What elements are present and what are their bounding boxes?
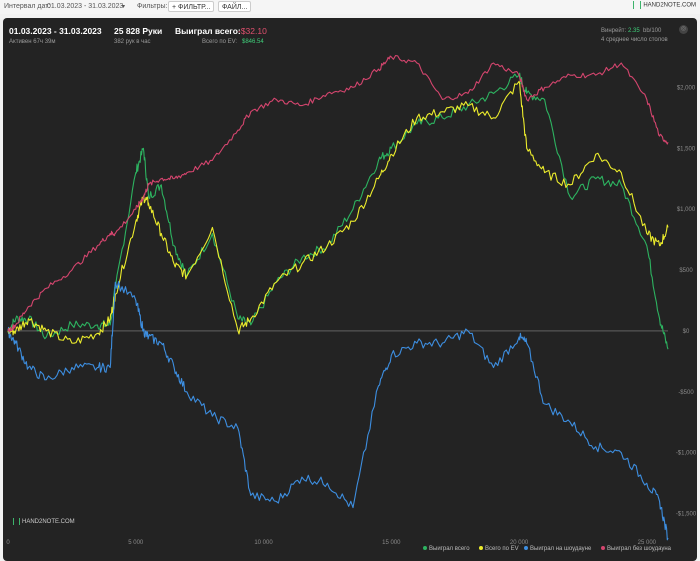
- file-button[interactable]: ФАЙЛ...: [218, 1, 252, 12]
- brand-text: HAND2NOTE.COM: [643, 2, 696, 9]
- ev-total-value: $846.54: [242, 39, 264, 45]
- legend-item-nonshowdown[interactable]: Выиграл без шоудауна: [601, 546, 671, 552]
- x-tick-label: 0: [6, 540, 10, 546]
- active-time: Активен 67ч 39м: [9, 39, 56, 45]
- watermark-logo: HAND2NOTE.COM: [13, 518, 75, 525]
- pnl-chart: $2,000 $1,500 $1,000 $500 $0 -$500 -$1,000 -$1,…: [6, 54, 697, 546]
- y-tick-label: $500: [679, 268, 693, 274]
- settings-icon[interactable]: ◎: [679, 25, 688, 34]
- won-total-value: -$32.10: [238, 26, 267, 36]
- y-tick-label: -$500: [678, 390, 694, 396]
- period-title: 01.03.2023 - 31.03.2023: [9, 26, 102, 36]
- hands-count: 25 828 Руки: [114, 26, 163, 36]
- x-tick-label: 15 000: [382, 540, 401, 546]
- y-tick-label: -$1,000: [676, 451, 697, 457]
- x-tick-label: 25 000: [638, 540, 657, 546]
- chevron-down-icon[interactable]: ▾: [122, 4, 126, 10]
- legend-label: Всего по EV: [485, 546, 519, 552]
- y-tick-label: $1,500: [677, 146, 696, 152]
- filters-label: Фильтры:: [137, 3, 168, 10]
- winrate-label: Винрейт:: [601, 28, 627, 34]
- legend-dot: [524, 546, 528, 551]
- line-non-showdown: [7, 54, 669, 333]
- x-tick-label: 20 000: [510, 540, 529, 546]
- legend-dot: [423, 546, 427, 551]
- legend-item-showdown[interactable]: Выиграл на шоудауне: [524, 546, 591, 552]
- interval-value[interactable]: 01.03.2023 - 31.03.2023: [47, 3, 124, 10]
- legend-label: Выиграл на шоудауне: [530, 546, 592, 552]
- interval-label: Интервал дат:: [4, 3, 51, 10]
- h2n-logo-icon: [633, 1, 642, 9]
- filter-button[interactable]: + ФИЛЬТР...: [168, 1, 215, 12]
- h2n-watermark-icon: [13, 518, 20, 525]
- legend-item-won[interactable]: Выиграл всего: [423, 546, 470, 552]
- x-tick-label: 5 000: [128, 540, 144, 546]
- ev-total-label: Всего по EV:: [202, 39, 238, 45]
- graph-panel: 01.03.2023 - 31.03.2023 Активен 67ч 39м …: [3, 18, 697, 561]
- plus-icon: +: [172, 4, 179, 11]
- y-tick-label: $0: [683, 329, 690, 335]
- legend-label: Выиграл без шоудауна: [607, 546, 671, 552]
- legend-item-ev[interactable]: Всего по EV: [479, 546, 519, 552]
- y-tick-label: -$1,500: [676, 512, 697, 518]
- line-ev-total: [7, 80, 669, 344]
- brand-logo: HAND2NOTE.COM: [633, 1, 696, 9]
- x-tick-label: 10 000: [254, 540, 273, 546]
- winrate-unit: bb/100: [643, 28, 662, 34]
- avg-tables: 4 среднее число столов: [601, 37, 668, 43]
- legend-dot: [479, 546, 483, 551]
- top-toolbar: Интервал дат: 01.03.2023 - 31.03.2023 ▾ …: [0, 0, 700, 14]
- hands-per-hour: 382 рук в час: [114, 39, 151, 45]
- line-showdown: [7, 280, 669, 541]
- filter-button-label: ФИЛЬТР...: [178, 4, 211, 11]
- y-tick-label: $1,000: [677, 207, 696, 213]
- watermark-text: HAND2NOTE.COM: [22, 519, 75, 526]
- legend-label: Выиграл всего: [429, 546, 470, 552]
- won-total-label: Выиграл всего:: [175, 26, 241, 36]
- winrate-value: 2.35: [628, 28, 640, 34]
- legend-dot: [601, 546, 605, 551]
- line-won-total: [7, 72, 669, 350]
- y-tick-label: $2,000: [677, 85, 696, 91]
